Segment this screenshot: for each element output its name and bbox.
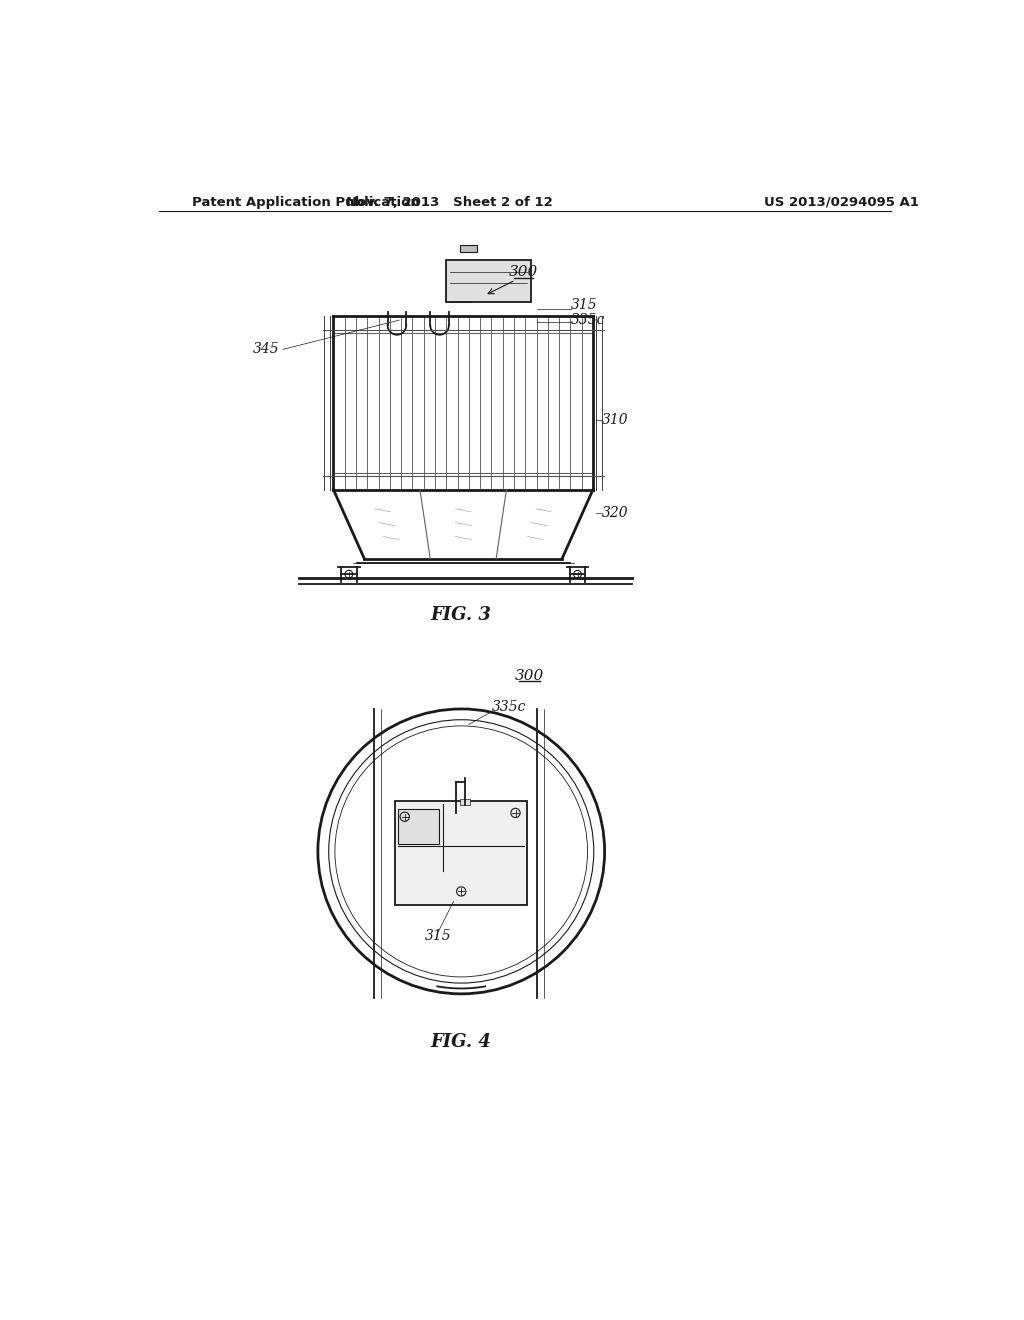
- FancyBboxPatch shape: [451, 289, 472, 302]
- Text: 320: 320: [602, 506, 629, 520]
- Text: FIG. 3: FIG. 3: [431, 606, 492, 624]
- Text: 300: 300: [509, 265, 538, 280]
- Text: 310: 310: [602, 413, 629, 428]
- Text: US 2013/0294095 A1: US 2013/0294095 A1: [764, 195, 919, 209]
- Text: 315: 315: [425, 929, 452, 942]
- FancyBboxPatch shape: [395, 801, 527, 906]
- FancyBboxPatch shape: [460, 244, 477, 252]
- Text: 300: 300: [515, 669, 544, 682]
- FancyBboxPatch shape: [461, 799, 470, 805]
- FancyBboxPatch shape: [398, 809, 438, 843]
- Text: 315: 315: [571, 298, 598, 312]
- FancyBboxPatch shape: [445, 260, 531, 302]
- Text: 335c: 335c: [493, 700, 526, 714]
- Text: Nov. 7, 2013   Sheet 2 of 12: Nov. 7, 2013 Sheet 2 of 12: [346, 195, 553, 209]
- Text: Patent Application Publication: Patent Application Publication: [191, 195, 419, 209]
- Text: FIG. 4: FIG. 4: [431, 1034, 492, 1051]
- Text: 345: 345: [253, 342, 280, 355]
- Text: 335c: 335c: [571, 313, 605, 327]
